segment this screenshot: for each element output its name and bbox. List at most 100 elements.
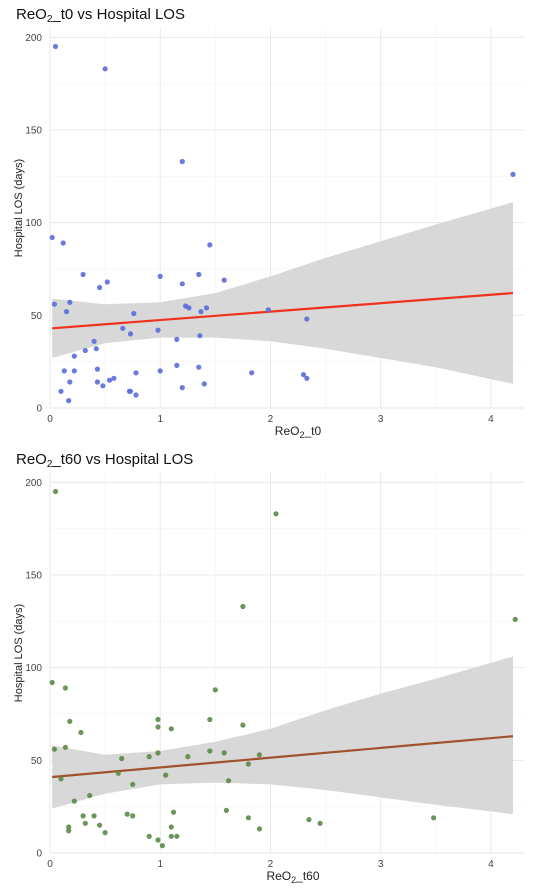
data-point (240, 603, 246, 610)
y-tick-label: 0 (36, 849, 42, 860)
data-point (66, 828, 72, 834)
y-tick-label: 50 (31, 756, 43, 767)
x-tick-label: 0 (47, 414, 53, 425)
chart-title-t60: ReO2_t60 vs Hospital LOS (16, 451, 194, 470)
data-point (186, 305, 192, 311)
data-point (510, 171, 516, 177)
data-point (71, 798, 77, 804)
data-point (155, 837, 161, 843)
x-tick-label: 4 (488, 414, 494, 425)
data-point (207, 242, 213, 248)
x-tick-label: 2 (268, 859, 274, 870)
x-tick-label: 4 (488, 859, 494, 870)
data-point (67, 299, 73, 305)
data-point (256, 826, 262, 832)
data-point (115, 770, 121, 776)
data-point (91, 813, 97, 819)
x-tick-label: 3 (378, 414, 384, 425)
data-point (155, 724, 161, 730)
data-point (82, 347, 88, 354)
data-point (102, 830, 108, 836)
data-point (157, 273, 163, 279)
y-tick-label: 100 (25, 218, 42, 229)
data-point (67, 379, 73, 385)
y-tick-label: 150 (25, 570, 42, 581)
data-point (94, 379, 100, 385)
data-point (300, 372, 307, 378)
data-point (133, 392, 139, 398)
data-point (63, 309, 70, 315)
data-point (119, 755, 125, 762)
data-point (304, 316, 310, 322)
y-tick-label: 0 (36, 404, 42, 415)
data-point (249, 370, 255, 376)
confidence-band (52, 656, 513, 815)
data-point (49, 679, 55, 686)
data-point (78, 729, 84, 736)
y-tick-label: 100 (25, 663, 42, 674)
data-point (245, 815, 251, 821)
data-point (170, 809, 177, 815)
y-tick-label: 50 (31, 311, 43, 322)
confidence-band (52, 202, 513, 384)
data-point (71, 368, 77, 374)
data-point (67, 718, 73, 724)
data-point (163, 772, 169, 778)
data-point (120, 325, 126, 331)
data-point (91, 338, 97, 344)
x-tick-label: 2 (268, 414, 274, 425)
data-point (265, 307, 271, 313)
data-point (197, 333, 203, 339)
data-point (80, 271, 86, 278)
chart-panel-t0: 0 1 2 3 4 0 50 100 150 200 ReO2_t0 vs Hospital LO… (13, 6, 524, 440)
data-point (58, 388, 64, 394)
data-point (317, 820, 323, 826)
data-point (49, 234, 55, 241)
data-point (146, 754, 152, 760)
data-point (66, 398, 72, 404)
data-point (240, 722, 246, 728)
data-point (111, 375, 117, 381)
data-point (124, 811, 130, 817)
regression-line (52, 291, 514, 330)
data-point (146, 833, 152, 839)
data-point (198, 309, 204, 315)
data-point (155, 716, 161, 723)
y-tick-label: 200 (25, 478, 42, 489)
data-point (168, 726, 174, 732)
data-point (52, 43, 59, 50)
data-point (159, 843, 165, 849)
x-tick-label: 3 (378, 859, 384, 870)
data-point (304, 375, 310, 381)
data-point (196, 271, 202, 278)
data-point (207, 748, 213, 754)
data-point (102, 66, 108, 72)
data-point (223, 807, 229, 813)
data-point (155, 750, 161, 756)
data-point (212, 687, 218, 693)
data-point (60, 240, 66, 246)
data-point (104, 279, 110, 285)
data-point (58, 776, 64, 782)
scatter-plot-t0: 0 1 2 3 4 0 50 100 150 200 (25, 28, 524, 425)
data-point (201, 381, 207, 387)
y-axis-label-t60: Hospital LOS (days) (13, 603, 25, 703)
data-point (52, 488, 59, 495)
data-point (431, 815, 437, 821)
data-point (207, 716, 213, 723)
data-point (130, 781, 136, 787)
data-point (51, 746, 58, 752)
data-point (87, 792, 93, 799)
data-point (51, 301, 58, 307)
chart-panel-t60: 0 1 2 3 4 0 50 100 150 200 ReO2_t60 vs Hospital L… (0, 445, 550, 890)
data-point (106, 377, 113, 383)
data-point (196, 364, 202, 370)
data-point (174, 833, 180, 839)
x-axis-label-t0: ReO2_t0 (274, 424, 322, 440)
data-point (174, 362, 180, 368)
data-point (273, 511, 279, 517)
data-point (131, 310, 137, 317)
x-tick-label: 0 (47, 859, 53, 870)
x-tick-label: 1 (157, 859, 163, 870)
scatter-plot-t60: 0 1 2 3 4 0 50 100 150 200 (25, 473, 524, 870)
